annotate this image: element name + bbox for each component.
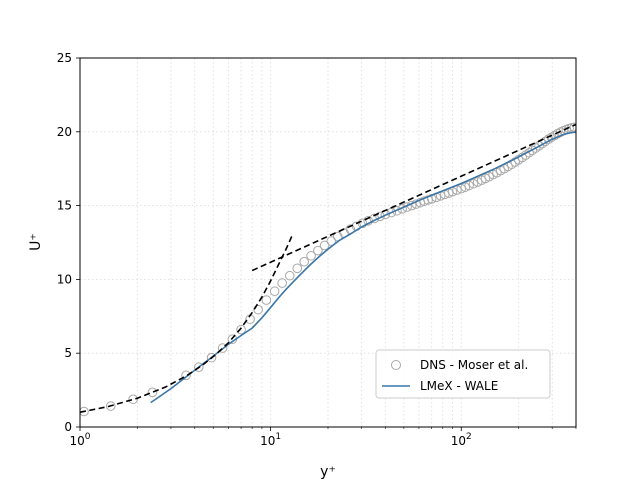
dns-data-point: [80, 406, 89, 417]
dns-data-point: [261, 295, 272, 305]
dns-data-point: [530, 143, 541, 153]
dns-data-point: [313, 245, 323, 256]
y-ticks: 0 5 10 15 20 25: [57, 51, 80, 434]
y-tick-label: 20: [57, 125, 72, 139]
dns-data-point: [181, 370, 191, 381]
series-layer: [80, 122, 576, 417]
dns-data-point: [147, 387, 158, 398]
dns-data-point: [194, 362, 204, 373]
legend: DNS - Moser et al. LMeX - WALE: [375, 349, 551, 399]
x-axis-title: y⁺: [320, 464, 336, 480]
dns-data-point: [284, 270, 295, 281]
dns-data-point: [206, 352, 217, 363]
y-tick-label: 15: [57, 199, 72, 213]
y-tick-label: 25: [57, 51, 72, 65]
dns-data-point: [527, 145, 538, 156]
legend-marker-dns: [391, 360, 401, 370]
lmex-wale-line: [150, 131, 576, 404]
x-tick-label: 101: [260, 432, 281, 448]
reference-dashed-line: [251, 123, 576, 272]
dns-data-point: [326, 236, 337, 246]
dns-data-point: [319, 240, 330, 251]
dns-data-point: [236, 324, 246, 335]
dns-data-point: [105, 401, 116, 411]
dns-data-point: [419, 196, 430, 206]
dns-data-point: [253, 304, 263, 315]
y-tick-label: 0: [64, 420, 72, 434]
x-tick-exponent: 0: [85, 432, 91, 442]
legend-box: [375, 349, 551, 399]
x-tick-label: 102: [451, 432, 472, 448]
dns-data-point: [468, 178, 479, 189]
reference-dashed-line: [80, 234, 294, 414]
dns-data-point: [217, 343, 228, 353]
legend-label-dns: DNS - Moser et al.: [420, 358, 528, 372]
legend-label-lmex: LMeX - WALE: [420, 379, 498, 393]
dns-data-point: [306, 250, 316, 261]
x-tick-exponent: 2: [466, 432, 472, 442]
dns-data-point: [277, 278, 287, 288]
dns-data-point: [464, 180, 474, 191]
dns-data-point: [269, 286, 280, 297]
x-ticks: 100 101 102: [69, 427, 577, 448]
dns-data-point: [128, 394, 138, 405]
dns-data-point: [524, 147, 534, 158]
dns-data-point: [392, 205, 402, 216]
dns-data-point: [292, 263, 303, 274]
y-tick-label: 10: [57, 272, 72, 286]
x-tick-exponent: 1: [275, 432, 281, 442]
x-tick-label: 100: [69, 432, 90, 448]
y-tick-label: 5: [64, 346, 72, 360]
y-axis-title: U⁺: [28, 233, 44, 251]
dns-data-point: [299, 256, 309, 267]
